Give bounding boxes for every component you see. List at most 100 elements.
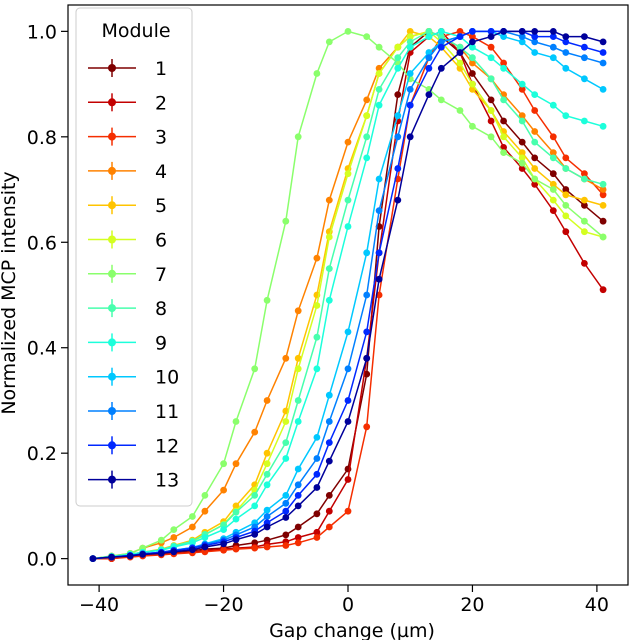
legend-entry-4: 4 (88, 161, 167, 183)
data-point (157, 536, 165, 544)
data-point (500, 117, 507, 125)
data-point (282, 531, 290, 539)
data-point (313, 70, 321, 77)
data-point (189, 546, 196, 554)
series-13 (89, 28, 607, 562)
data-point (294, 365, 302, 373)
data-point (344, 418, 352, 425)
data-point (549, 133, 557, 141)
data-point (562, 33, 570, 40)
data-point (263, 460, 271, 468)
x-tick-label: −40 (79, 594, 119, 616)
data-point (201, 507, 209, 515)
legend-entry-6: 6 (88, 230, 167, 252)
data-point (549, 207, 557, 215)
data-point (344, 397, 352, 404)
data-point (232, 536, 240, 544)
data-point (581, 228, 588, 236)
data-point (263, 506, 271, 514)
data-point (201, 534, 209, 541)
data-point (294, 481, 302, 489)
plot-area (89, 28, 607, 562)
data-point (251, 428, 259, 436)
legend-marker (108, 407, 116, 415)
data-point (313, 528, 321, 536)
data-point (487, 96, 495, 104)
data-point (325, 233, 333, 241)
data-point (469, 38, 476, 46)
legend-marker (108, 132, 116, 141)
data-point (518, 80, 526, 88)
data-point (599, 191, 607, 199)
legend-entry-7: 7 (88, 264, 167, 286)
data-point (518, 154, 526, 162)
data-point (425, 54, 433, 62)
data-point (437, 96, 445, 104)
data-point (363, 291, 371, 299)
data-point (469, 122, 476, 130)
data-point (344, 328, 352, 336)
data-point (500, 149, 507, 157)
data-point (562, 191, 570, 199)
data-point (500, 133, 507, 141)
data-point (549, 170, 557, 178)
data-point (325, 457, 333, 465)
data-point (531, 33, 539, 40)
data-point (531, 154, 539, 162)
legend-label: 3 (155, 127, 167, 149)
data-point (562, 49, 570, 56)
data-point (599, 122, 607, 130)
legend-marker (108, 269, 116, 278)
y-tick-label: 0.8 (27, 127, 57, 149)
data-point (344, 365, 352, 373)
data-point (487, 43, 495, 51)
data-point (394, 133, 402, 141)
data-point (313, 365, 321, 373)
data-point (581, 202, 588, 209)
data-point (581, 175, 588, 183)
legend-label: 13 (155, 470, 179, 492)
legend-marker (108, 64, 116, 72)
data-point (549, 43, 557, 51)
data-point (232, 502, 240, 510)
data-point (375, 249, 383, 257)
data-point (363, 33, 371, 40)
data-point (599, 217, 607, 225)
legend-marker (108, 372, 116, 381)
data-point (562, 165, 570, 172)
data-point (232, 515, 240, 523)
data-point (581, 54, 588, 62)
data-point (562, 154, 570, 162)
legend-marker (108, 441, 116, 450)
data-point (282, 507, 290, 515)
data-point (394, 91, 402, 98)
data-point (518, 112, 526, 120)
data-point (599, 186, 607, 193)
data-point (344, 223, 352, 230)
data-point (518, 138, 526, 146)
data-point (263, 397, 271, 404)
data-point (363, 423, 371, 431)
x-tick-label: −20 (204, 594, 244, 616)
data-point (325, 391, 333, 399)
data-point (232, 545, 240, 553)
data-point (394, 165, 402, 172)
data-point (425, 33, 433, 40)
data-point (531, 28, 539, 35)
data-point (375, 86, 383, 93)
data-point (425, 91, 433, 98)
legend-label: 5 (155, 195, 167, 217)
data-point (282, 542, 290, 549)
data-point (313, 455, 321, 462)
legend-marker (108, 475, 116, 484)
data-point (344, 507, 352, 515)
axes: −40 −20 0 20 40 0.0 0.2 0.4 0.6 0.8 1.0 (27, 4, 629, 616)
legend-entry-1: 1 (88, 58, 167, 80)
data-point (251, 365, 259, 373)
data-point (406, 70, 414, 77)
data-point (363, 328, 371, 336)
data-point (531, 175, 539, 183)
data-point (500, 64, 507, 72)
data-point (469, 59, 476, 67)
data-point (549, 196, 557, 204)
